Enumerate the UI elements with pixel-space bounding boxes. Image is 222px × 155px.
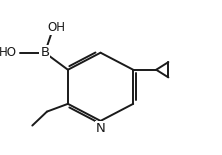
Text: N: N [96, 122, 105, 135]
Text: HO: HO [0, 46, 17, 59]
Text: B: B [40, 46, 50, 59]
Text: OH: OH [47, 21, 65, 34]
